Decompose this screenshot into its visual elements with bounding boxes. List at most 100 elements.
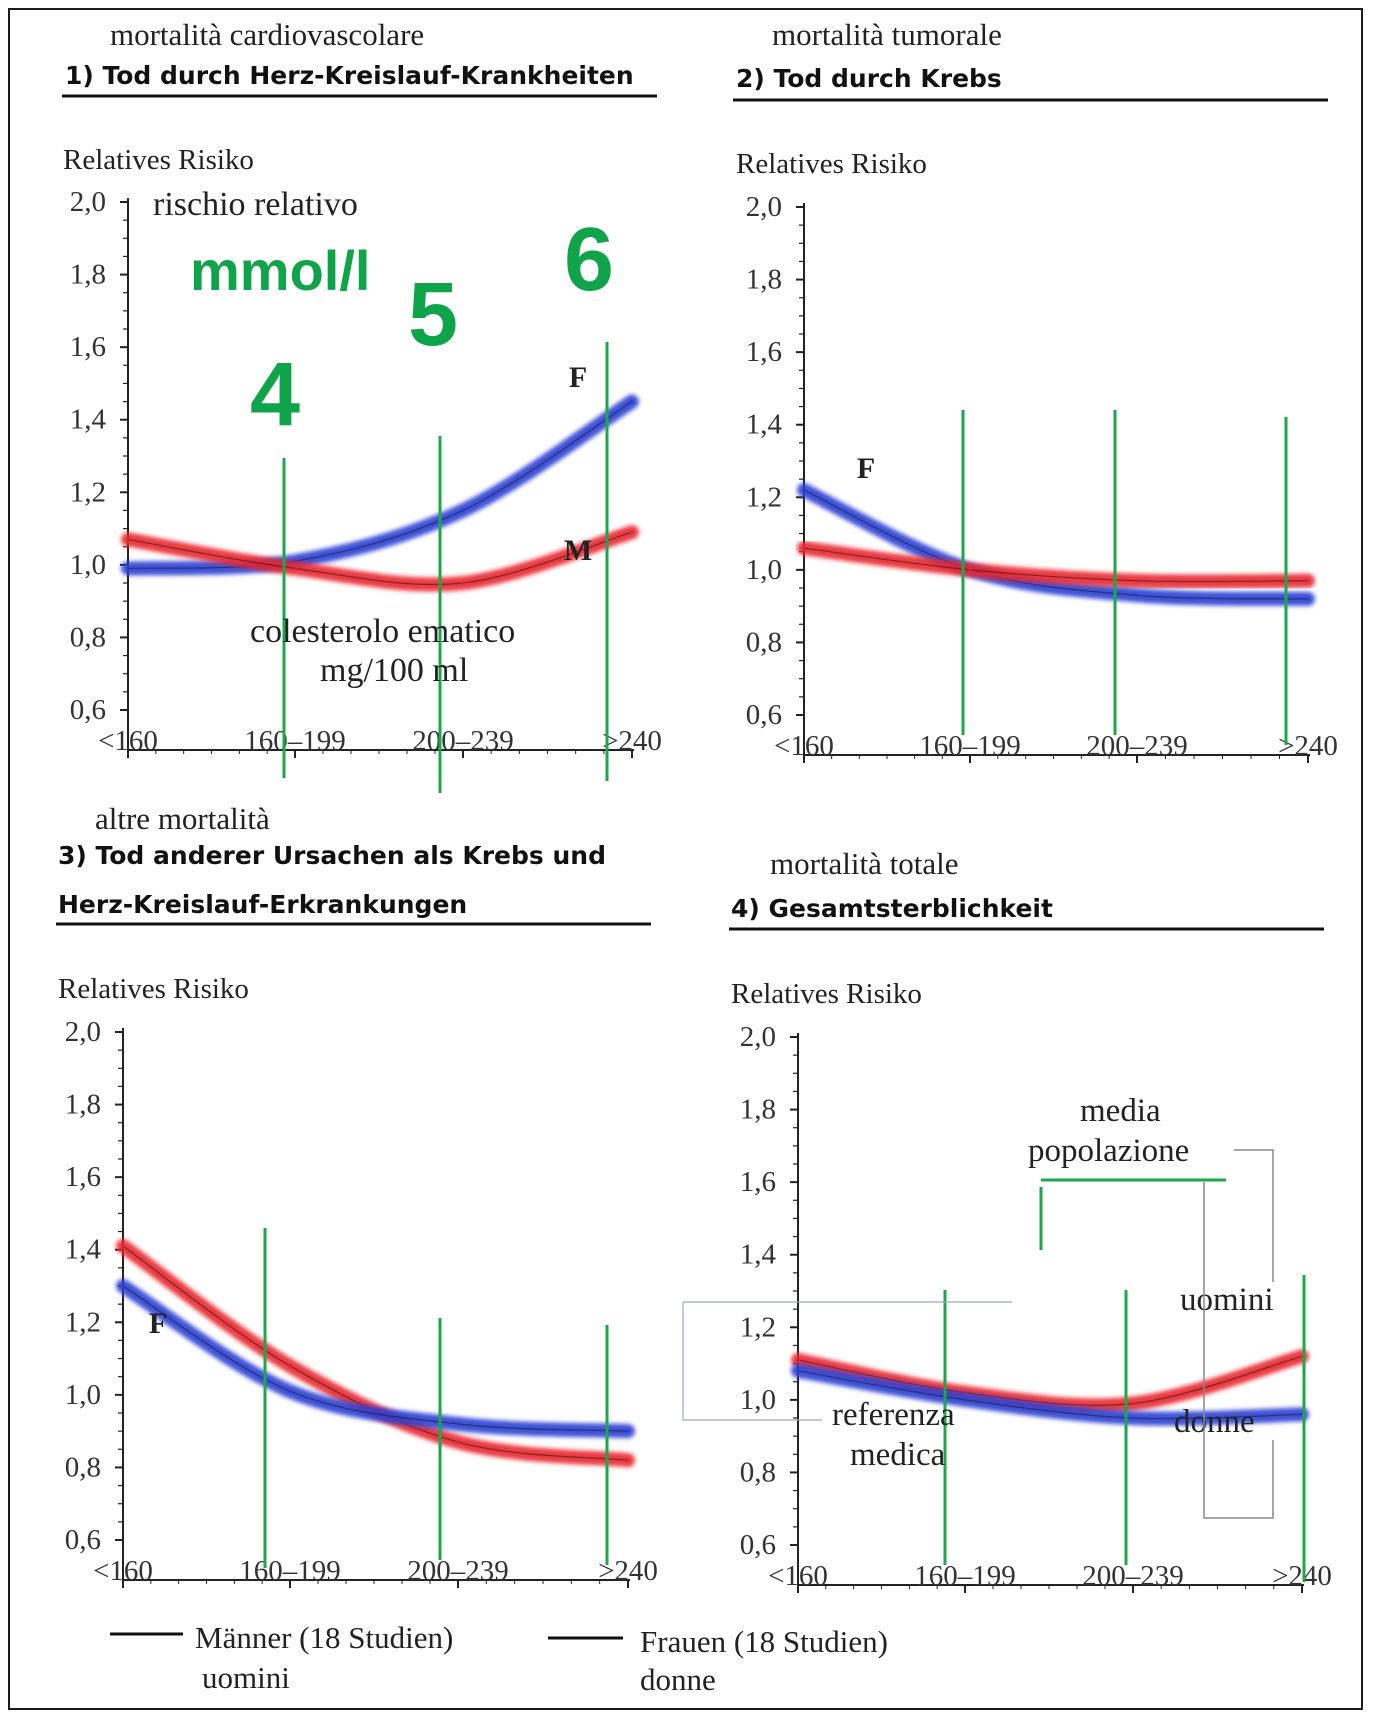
series-thin-line [797,1370,1303,1420]
y-tick-label: 1,2 [740,1311,776,1343]
data-point [288,1363,292,1368]
mmol-label: mmol/l [190,239,370,302]
popolazione-label: popolazione [1028,1133,1189,1169]
y-axis-label: Relatives Risiko [58,973,249,1005]
data-point [1135,578,1139,583]
y-tick-label: 1,6 [746,336,782,368]
referenza-label: referenza [832,1397,955,1433]
data-point [963,1397,967,1402]
legend-men-it: uomini [202,1660,290,1695]
x-tick-label: 200–239 [412,725,514,757]
y-axis-label: Relatives Risiko [63,144,254,176]
figure-frame [8,8,1363,1710]
data-point [126,537,130,542]
y-tick-label: 1,2 [746,481,782,513]
data-point [461,508,465,513]
data-point [456,1440,460,1445]
cholesterol-label: colesterolo ematico [250,613,515,650]
panel1-italian-title: mortalità cardiovascolare [110,17,424,52]
panel3-title-line2: Herz-Kreislauf-Erkrankungen [58,890,467,919]
data-point [796,1368,800,1373]
cholesterol-unit-label: mg/100 ml [320,652,468,689]
panel1-title: 1) Tod durch Herz-Kreislauf-Krankheiten [65,61,634,90]
series-label: F [569,361,587,394]
x-tick-label: <160 [98,725,158,757]
panel2-italian-title: mortalità tumorale [772,17,1002,52]
y-tick-label: 2,0 [746,191,782,223]
y-tick-label: 1,2 [65,1306,101,1338]
data-point [126,566,130,571]
donne-bracket [1203,1182,1274,1519]
y-tick-label: 1,6 [70,331,106,363]
media-label: media [1080,1093,1161,1129]
legend-women-it: donne [640,1662,716,1697]
panel4-italian-title: mortalità totale [770,846,959,881]
x-tick-label: 160–199 [914,1560,1016,1592]
legend-men-de: Männer (18 Studien) [195,1620,453,1655]
y-tick-label: 1,6 [740,1166,776,1198]
panel2-title: 2) Tod durch Krebs [736,64,1002,93]
series-thin-line [127,401,633,570]
data-point [121,1284,125,1288]
data-point [630,399,634,404]
series-line-F [121,394,639,576]
legend-women-de: Frauen (18 Studien) [640,1624,888,1659]
data-point [121,1244,125,1249]
y-tick-label: 1,4 [746,409,783,441]
data-point [626,1429,630,1434]
y-tick-label: 1,0 [70,549,106,581]
data-point [293,566,297,571]
donne-label: donne [1174,1404,1255,1440]
mmol-5-label: 5 [408,265,458,365]
x-tick-label: >240 [1278,730,1338,762]
y-tick-label: 0,6 [746,699,782,731]
data-point [802,546,806,551]
rischio-relativo-label: rischio relativo [153,186,358,223]
y-axis-label: Relatives Risiko [731,978,922,1010]
referenza-bracket [682,1302,822,1421]
data-point [1131,1401,1135,1406]
x-tick-label: <160 [768,1560,828,1592]
y-tick-label: 1,8 [65,1089,101,1121]
y-tick-label: 1,8 [746,264,782,296]
x-tick-label: >240 [1272,1560,1332,1592]
mmol-6-label: 6 [564,210,614,310]
data-point [626,1458,630,1463]
y-axis-label: Relatives Risiko [736,148,927,180]
panel1-chart: Relatives Risiko 2,0 1,8 1,6 1,4 1,2 1,0 0,8 0,6… [63,144,662,793]
data-point [968,567,972,572]
panel4-chart: Relatives Risiko 2,0 1,8 1,6 1,4 1,2 1,0 0,8 0,6… [731,978,1332,1593]
panel3-title-line1: 3) Tod anderer Ursachen als Krebs und [58,841,606,870]
data-point [1131,1416,1135,1420]
series-thin-line [803,489,1309,600]
data-point [630,530,634,535]
uomini-label: uomini [1180,1282,1274,1318]
x-tick-label: <160 [93,1555,153,1587]
panel4-title: 4) Gesamtsterblichkeit [731,894,1053,923]
data-point [1306,578,1310,583]
y-tick-label: 0,6 [70,694,106,726]
y-tick-label: 1,0 [740,1384,776,1416]
y-tick-label: 0,8 [65,1451,101,1483]
x-tick-label: 160–199 [239,1555,341,1587]
series-thin-line [803,547,1309,583]
y-tick-label: 1,4 [740,1239,777,1271]
y-tick-label: 1,4 [70,404,107,436]
panel3-chart: Relatives Risiko 2,0 1,8 1,6 1,4 1,2 1,0 0,8 0,6… [58,973,658,1588]
series-thin-line [127,531,633,586]
series-label: F [857,452,875,485]
y-tick-label: 1,8 [740,1094,776,1126]
x-tick-label: 160–199 [919,730,1021,762]
data-point [1306,596,1310,601]
data-point [796,1357,800,1362]
panel2-chart: Relatives Risiko 2,0 1,8 1,6 1,4 1,2 1,0 0,8 0,6… [736,148,1338,763]
y-tick-label: 0,6 [65,1524,101,1556]
data-point [802,488,806,493]
x-tick-label: <160 [774,730,834,762]
media-bracket [1234,1149,1274,1282]
y-tick-label: 1,2 [70,476,106,508]
y-tick-label: 0,6 [740,1529,776,1561]
mmol-4-label: 4 [250,345,300,445]
y-tick-label: 2,0 [740,1021,776,1053]
